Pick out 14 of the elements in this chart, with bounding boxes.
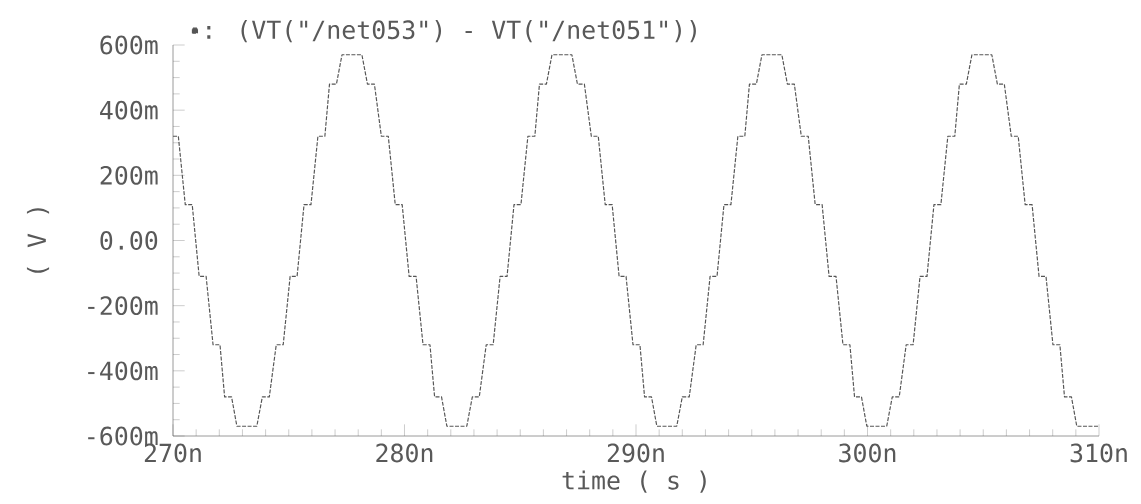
- x-axis-title: time ( s ): [562, 470, 706, 493]
- x-tick-label: 310n: [1070, 443, 1127, 463]
- legend-label: : (VT("/net053") - VT("/net051")): [207, 19, 696, 43]
- y-tick-label: -400m: [88, 361, 158, 381]
- y-tick-label: -200m: [88, 296, 158, 316]
- line-series: [173, 54, 1099, 427]
- y-tick-label: 400m: [100, 100, 158, 120]
- y-tick-label: 600m: [100, 35, 158, 55]
- x-tick-label: 290n: [607, 443, 664, 463]
- y-tick-label: 0.00: [100, 231, 158, 250]
- x-tick-label: 300n: [839, 443, 896, 463]
- y-tick-label: 200m: [100, 165, 158, 185]
- x-tick-label: 280n: [376, 443, 433, 463]
- y-axis-title: ( V ): [26, 208, 50, 273]
